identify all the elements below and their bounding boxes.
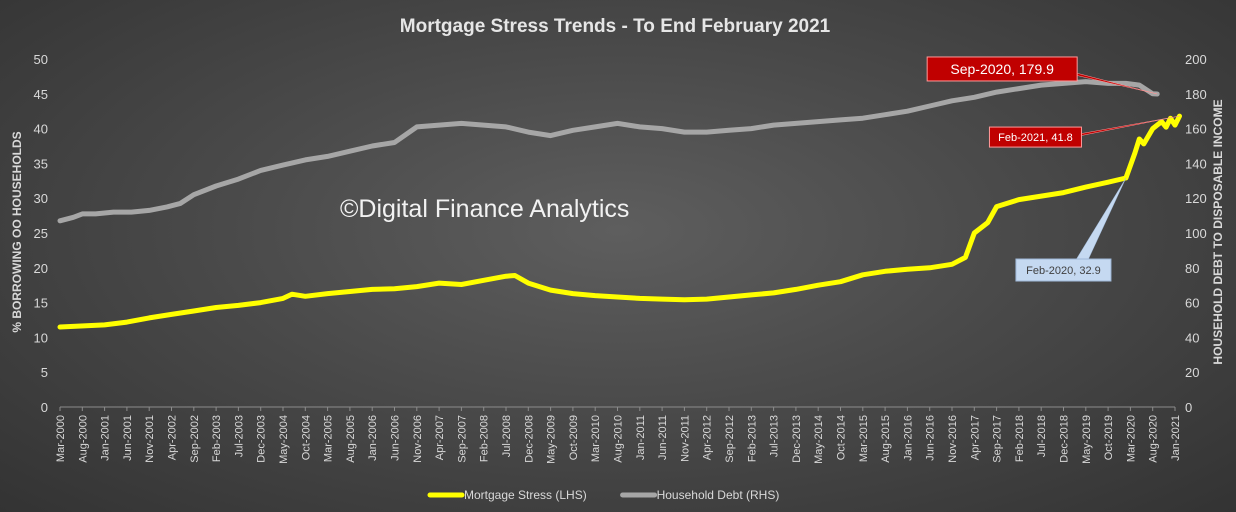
y-right-tick-label: 40: [1185, 330, 1199, 345]
x-tick-label: Aug-2015: [880, 415, 892, 463]
y-left-tick-label: 15: [34, 296, 48, 311]
x-tick-label: Feb-2008: [479, 415, 491, 462]
x-tick-label: Jul-2003: [233, 415, 245, 457]
x-tick-label: May-2014: [813, 415, 825, 464]
x-tick-label: Nov-2016: [947, 415, 959, 463]
annotation-box: [926, 56, 1078, 82]
annotation-label: Feb-2020, 32.9: [1026, 265, 1101, 277]
x-tick-label: Sep-2012: [724, 415, 736, 463]
axes: 0 5 10 15 20 25 30 35 40 45 50 0 20 40 60 80 100 120 140 16…: [34, 52, 1207, 464]
y-left-tick-label: 50: [34, 52, 48, 67]
x-tick-label: May-2019: [1081, 415, 1093, 464]
y-right-tick-label: 160: [1185, 122, 1207, 137]
x-tick-label: Feb-2018: [1014, 415, 1026, 462]
x-tick-label: Dec-2018: [1059, 415, 1071, 463]
x-tick-label: Feb-2003: [211, 415, 223, 462]
legend: Mortgage Stress (LHS) Household Debt (RHS…: [427, 488, 780, 502]
y-right-tick-label: 140: [1185, 156, 1207, 171]
x-tick-label: Oct-2009: [568, 415, 580, 460]
y-left-tick-label: 5: [41, 365, 48, 380]
x-tick-label: Jun-2011: [657, 415, 669, 460]
x-tick-label: Oct-2004: [300, 415, 312, 460]
annotation-layer: Sep-2020, 179.9 Feb-2021, 41.8 Feb-2020, 3…: [926, 56, 1180, 282]
x-tick-label: May-2009: [546, 415, 558, 464]
annotation-label: Sep-2020, 179.9: [950, 61, 1054, 77]
x-tick-label: Aug-2010: [613, 415, 625, 463]
y-right-tick-label: 80: [1185, 261, 1199, 276]
y-left-tick-label: 30: [34, 191, 48, 206]
y-left-tick-label: 20: [34, 261, 48, 276]
annotation-box: [988, 126, 1082, 148]
x-tick-label: Apr-2012: [702, 415, 714, 460]
x-tick-label: Apr-2007: [434, 415, 446, 460]
y-right-tick-label: 0: [1185, 400, 1192, 415]
x-tick-label: Dec-2003: [256, 415, 268, 463]
mortgage-stress-line: [57, 113, 1182, 330]
x-tick-label: Nov-2011: [679, 415, 691, 462]
household-debt-line: [57, 79, 1160, 224]
x-tick-label: Mar-2005: [323, 415, 335, 462]
x-tick-label: Aug-2005: [345, 415, 357, 463]
legend-label-mortgage-stress: Mortgage Stress (LHS): [464, 488, 587, 502]
x-tick-label: Oct-2019: [1103, 415, 1115, 460]
x-tick-label: Jan-2001: [100, 415, 112, 461]
y-right-tick-label: 60: [1185, 296, 1199, 311]
x-tick-label: Jul-2013: [769, 415, 781, 457]
y-left-tick-label: 40: [34, 122, 48, 137]
legend-label-household-debt: Household Debt (RHS): [657, 488, 780, 502]
x-tick-label: Sep-2017: [992, 415, 1004, 463]
x-tick-label: Mar-2010: [590, 415, 602, 462]
y-left-tick-label: 35: [34, 156, 48, 171]
y-right-tick-label: 120: [1185, 191, 1207, 206]
x-tick-label: Jan-2011: [635, 415, 647, 460]
y-left-tick-label: 0: [41, 400, 48, 415]
y-right-tick-label: 100: [1185, 226, 1207, 241]
x-tick-label: Feb-2013: [746, 415, 758, 462]
x-tick-label: Aug-2020: [1148, 415, 1160, 463]
x-tick-label: Jan-2021: [1170, 415, 1182, 461]
y-right-tick-label: 20: [1185, 365, 1199, 380]
x-tick-label: Jan-2016: [902, 415, 914, 461]
annotation-label: Feb-2021, 41.8: [998, 132, 1073, 144]
y-right-tick-label: 180: [1185, 87, 1207, 102]
x-tick-label: Mar-2000: [55, 415, 67, 462]
x-tick-label: Mar-2015: [858, 415, 870, 462]
x-tick-label: Jul-2008: [501, 415, 513, 457]
x-tick-label: Nov-2006: [412, 415, 424, 463]
y-right-tick-label: 200: [1185, 52, 1207, 67]
x-tick-label: Aug-2000: [77, 415, 89, 463]
x-tick-label: Apr-2002: [167, 415, 179, 460]
x-tick-label: Dec-2008: [523, 415, 535, 463]
y-left-tick-label: 45: [34, 87, 48, 102]
series-layer: [57, 79, 1182, 330]
y-left-tick-label: 10: [34, 330, 48, 345]
x-tick-label: Jul-2018: [1036, 415, 1048, 457]
x-tick-label: Nov-2001: [144, 415, 156, 463]
x-tick-label: Mar-2020: [1125, 415, 1137, 462]
watermark: ©Digital Finance Analytics: [340, 195, 629, 223]
x-tick-label: Sep-2007: [456, 415, 468, 463]
x-tick-label: Jun-2001: [122, 415, 134, 461]
x-tick-label: Jun-2016: [925, 415, 937, 461]
chart-title: Mortgage Stress Trends - To End February…: [400, 16, 831, 37]
annotation-box: [1015, 258, 1112, 282]
y-left-tick-label: 25: [34, 226, 48, 241]
x-tick-label: Jun-2006: [390, 415, 402, 461]
x-tick-label: Jan-2006: [367, 415, 379, 461]
x-tick-label: Dec-2013: [791, 415, 803, 463]
x-tick-label: Apr-2017: [969, 415, 981, 460]
x-tick-label: Sep-2002: [189, 415, 201, 463]
x-tick-label: May-2004: [278, 415, 290, 464]
annotation-pointer: [1075, 177, 1127, 260]
y-axis-right-label: HOUSEHOLD DEBT TO DISPOSABLE INCOME: [1211, 99, 1225, 364]
y-axis-left-label: % BORROWING OO HOUSEHOLDS: [10, 131, 24, 332]
x-tick-label: Oct-2014: [836, 415, 848, 460]
